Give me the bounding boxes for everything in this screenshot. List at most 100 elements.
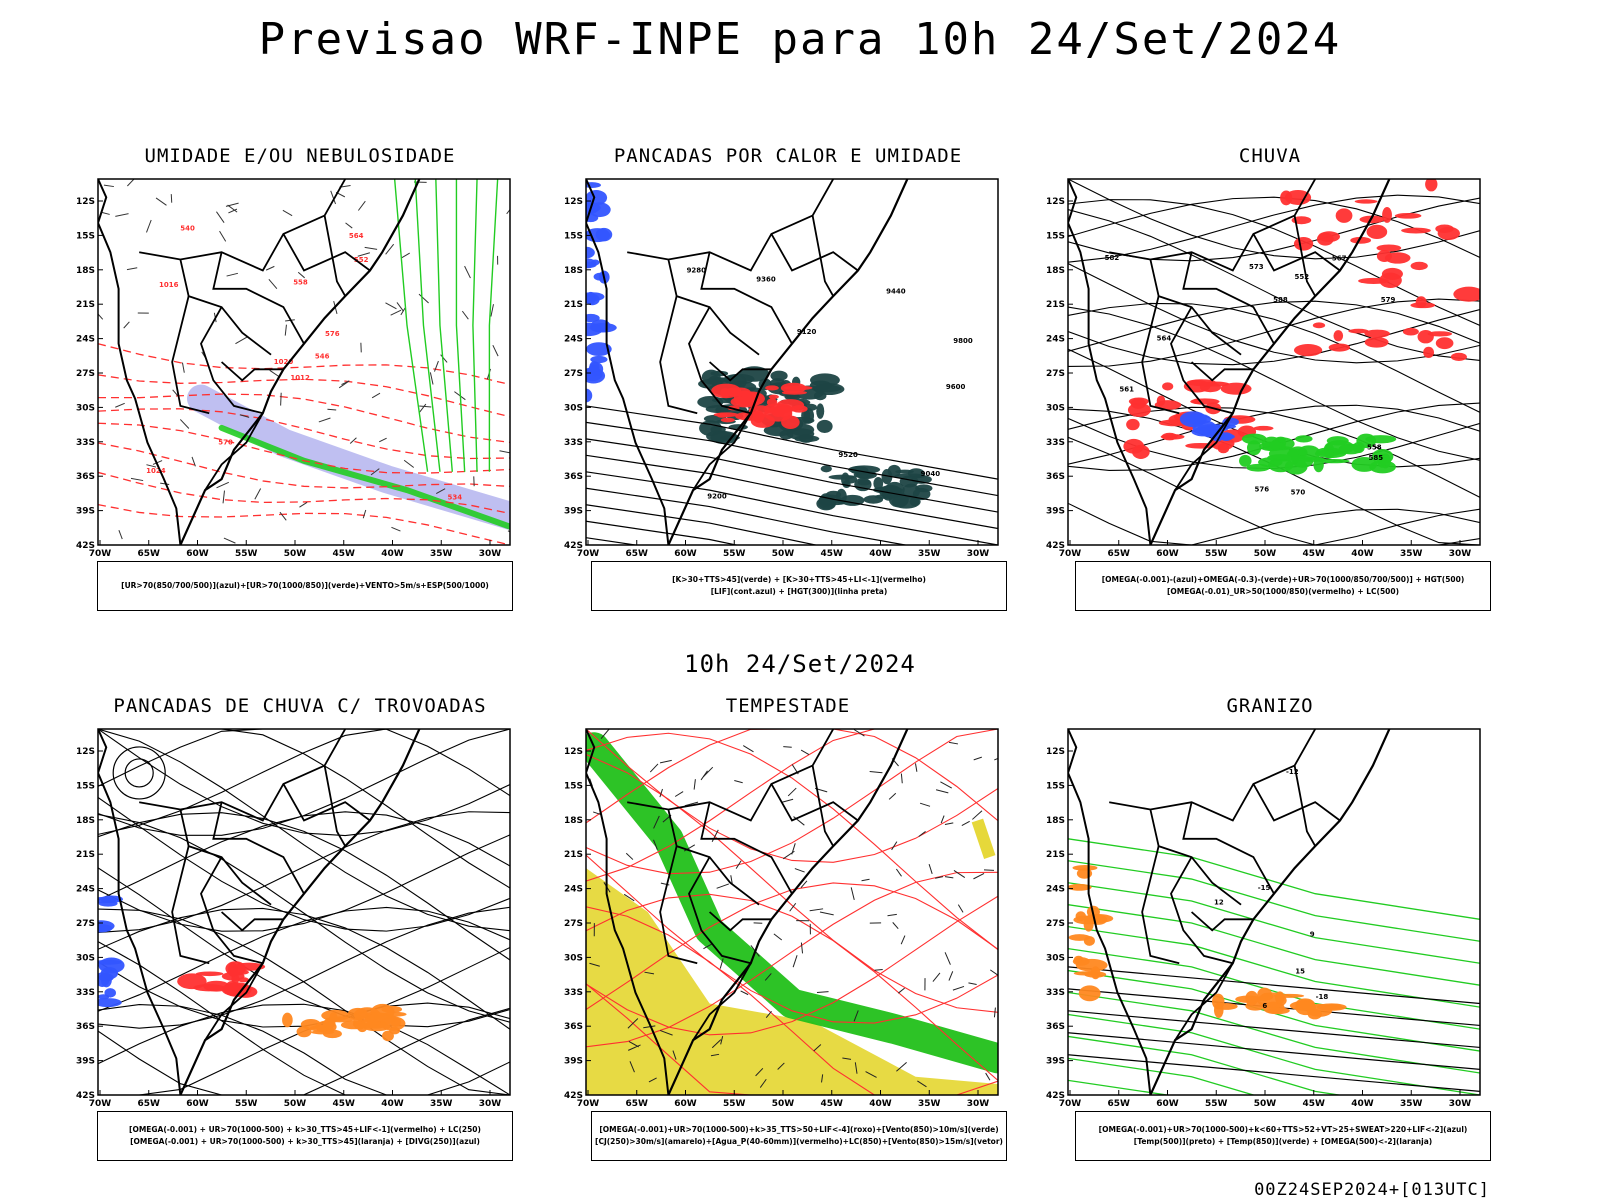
lat-tick-label: 15S [1046, 231, 1065, 241]
shaded-area [1335, 208, 1353, 223]
wind-vector [994, 757, 998, 761]
wind-vector [985, 1072, 991, 1081]
lat-tick-label: 33S [1046, 988, 1065, 998]
temp500-contour [1068, 988, 1480, 1027]
wind-vector [179, 419, 190, 429]
state-border [1174, 412, 1234, 491]
wind-vector [338, 380, 350, 389]
state-border [1109, 729, 1316, 822]
wind-vector [896, 1061, 907, 1072]
shaded-area [1289, 1001, 1315, 1011]
shaded-area [1076, 868, 1093, 879]
state-border [688, 856, 752, 965]
lon-tick-label: 45W [1303, 549, 1326, 559]
wind-vector [461, 310, 469, 320]
wind-vector [787, 787, 797, 797]
wind-vector [789, 902, 797, 912]
shaded-area [1450, 352, 1467, 361]
contour-label: 1016 [159, 281, 179, 289]
lat-tick-label: 36S [564, 472, 583, 482]
shaded-area [770, 370, 788, 382]
wind-vector [282, 209, 293, 217]
state-border [692, 962, 752, 1041]
shaded-area [362, 1022, 391, 1032]
shaded-area [895, 469, 914, 474]
lon-tick-label: 50W [284, 1099, 307, 1109]
contour-label: 12 [1214, 899, 1224, 907]
shaded-area [1410, 261, 1428, 271]
lat-tick-label: 30S [564, 953, 583, 963]
wind-vector [464, 265, 471, 279]
isoline [98, 442, 510, 489]
state-border [1182, 252, 1275, 345]
wind-vector [949, 741, 959, 745]
jet-stream-area [586, 868, 998, 1095]
shaded-area [1435, 337, 1454, 350]
legend-line: [OMEGA(-0.001)+UR>70(1000-500)+k<60+TTS>… [1098, 1125, 1468, 1134]
streamline [98, 867, 510, 1028]
shaded-area [840, 494, 865, 506]
wind-vector [265, 265, 275, 271]
shaded-area [1084, 971, 1107, 978]
shaded-area [1262, 1001, 1285, 1014]
shaded-area [873, 477, 884, 490]
state-border [1252, 233, 1341, 272]
lon-tick-label: 65W [626, 1099, 649, 1109]
wind-vector [385, 243, 395, 255]
plot-frame [1067, 178, 1481, 546]
lat-tick-label: 36S [1046, 1022, 1065, 1032]
lon-tick-label: 40W [1351, 549, 1374, 559]
contour-label: 582 [1105, 254, 1120, 262]
wind-vector [861, 878, 870, 882]
lon-tick-label: 35W [918, 549, 941, 559]
panel-legend: [K>30+TTS>45](verde) + [K>30+TTS>45+LI<-… [591, 561, 1007, 611]
wind-vector [418, 293, 429, 304]
temp500-contour [1068, 1010, 1480, 1049]
streamline [1068, 298, 1480, 367]
wind-vector [972, 810, 983, 820]
wind-vector [869, 770, 883, 774]
wind-vector [791, 843, 796, 855]
wind-vector [390, 309, 402, 316]
wind-vector [700, 770, 708, 781]
state-border [1182, 802, 1275, 895]
contour-label: 534 [447, 494, 462, 502]
wind-vector [115, 213, 129, 217]
map-content [586, 729, 998, 1095]
humidity-contour [488, 179, 499, 472]
run-timestamp: 00Z24SEP2024+[013UTC] [1254, 1180, 1490, 1200]
shaded-area [1379, 272, 1402, 288]
wind-vector [716, 883, 730, 889]
shaded-area [841, 472, 850, 487]
lon-tick-label: 70W [1059, 549, 1082, 559]
wind-vector [819, 911, 834, 916]
lon-tick-label: 30W [1449, 549, 1472, 559]
wind-vector [362, 509, 367, 519]
lon-tick-label: 45W [821, 549, 844, 559]
contour-label: 567 [1332, 254, 1347, 262]
lat-tick-label: 42S [1046, 541, 1065, 551]
wind-vector [152, 460, 163, 465]
wind-vector [944, 822, 954, 826]
temp850-contour [1068, 947, 1480, 1030]
wind-vector [900, 935, 906, 945]
wind-vector [765, 1010, 772, 1018]
lon-tick-label: 70W [577, 549, 600, 559]
streamline [98, 729, 510, 797]
legend-line: [OMEGA(-0.001) + UR>70(1000-500) + k>30_… [129, 1125, 481, 1134]
wind-vector [160, 482, 170, 485]
temp850-contour [1068, 860, 1480, 942]
lat-tick-label: 30S [564, 403, 583, 413]
streamline [586, 729, 998, 824]
lon-tick-label: 35W [918, 1099, 941, 1109]
wind-vector [284, 324, 287, 336]
contour-label: 9520 [838, 451, 858, 459]
wind-vector [396, 302, 404, 312]
contour-label: 546 [315, 352, 330, 360]
wind-vector [627, 1018, 639, 1029]
wind-vector [297, 271, 305, 279]
lon-tick-label: 45W [333, 549, 356, 559]
shaded-area [1293, 344, 1323, 357]
wind-vector [821, 1074, 824, 1083]
wind-vector [378, 437, 387, 443]
